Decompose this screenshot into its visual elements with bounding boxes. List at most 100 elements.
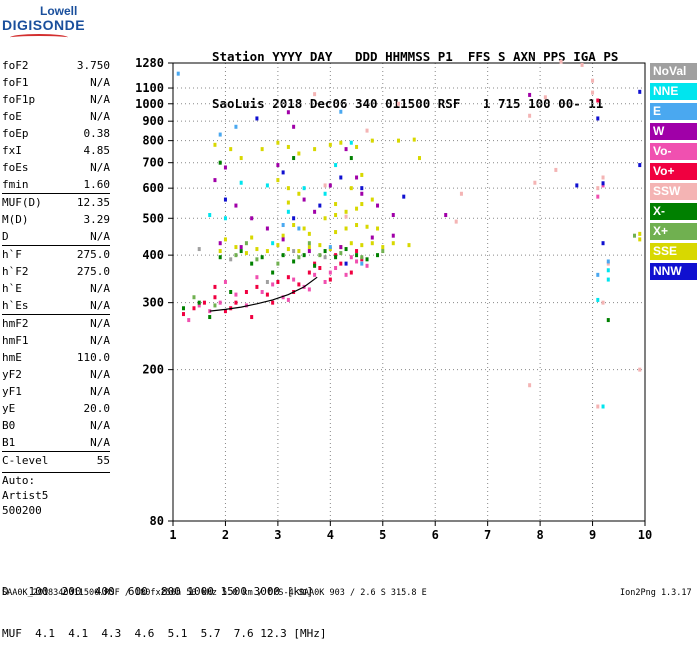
echo-point — [313, 272, 317, 277]
echo-point — [328, 270, 332, 275]
software-version: Ion2Png 1.3.17 — [620, 588, 692, 598]
param-row: h`Es N/A — [2, 297, 110, 314]
echo-point — [286, 144, 290, 149]
param-row: foF2 3.750 — [2, 57, 110, 74]
echo-point — [255, 275, 259, 280]
echo-point — [218, 300, 222, 305]
y-tick-label: 300 — [142, 296, 164, 310]
y-tick-label: 700 — [142, 156, 164, 170]
param-value: N/A — [90, 334, 110, 347]
echo-point — [250, 315, 254, 320]
echo-point — [355, 144, 359, 149]
echo-point — [397, 101, 401, 106]
param-value: 4.85 — [83, 144, 111, 157]
echo-point — [218, 132, 222, 137]
param-name: hmF1 — [2, 334, 29, 347]
echo-point — [271, 270, 275, 275]
echo-point — [638, 367, 642, 372]
y-tick-label: 900 — [142, 114, 164, 128]
echo-point — [370, 197, 374, 202]
echo-point — [349, 140, 353, 145]
echo-point — [271, 282, 275, 287]
logo-line2: DIGISONDE — [2, 17, 86, 33]
param-name: foE — [2, 110, 22, 123]
echo-point — [349, 156, 353, 161]
echo-point — [239, 245, 243, 250]
param-value: N/A — [90, 76, 110, 89]
echo-point — [638, 163, 642, 168]
param-value: 55 — [96, 454, 110, 467]
legend-item: W — [650, 123, 697, 140]
echo-point — [292, 124, 296, 129]
echo-point — [260, 290, 264, 294]
echo-point — [596, 272, 600, 277]
echo-point — [606, 268, 610, 273]
echo-point — [528, 113, 532, 118]
echo-point — [344, 147, 348, 152]
panel-divider — [2, 472, 110, 473]
echo-point — [528, 92, 532, 97]
param-value: N/A — [90, 385, 110, 398]
echo-point — [318, 253, 322, 258]
echo-point — [596, 98, 600, 103]
echo-point — [559, 59, 563, 64]
echo-point — [192, 295, 196, 300]
echo-point — [355, 249, 359, 254]
echo-point — [239, 156, 243, 161]
echo-point — [271, 300, 275, 305]
echo-point — [543, 95, 547, 100]
echo-point — [265, 226, 269, 231]
echo-point — [213, 142, 217, 147]
param-value: 3.29 — [83, 213, 111, 226]
param-row: yE 20.0 — [2, 400, 110, 417]
echo-point — [355, 223, 359, 228]
param-row: yF1 N/A — [2, 383, 110, 400]
echo-point — [596, 116, 600, 121]
echo-point — [302, 186, 306, 191]
param-row: M(D) 3.29 — [2, 211, 110, 228]
echo-point — [239, 180, 243, 185]
echo-point — [281, 170, 285, 175]
echo-point — [533, 180, 537, 185]
echo-point — [638, 237, 642, 242]
echo-point — [344, 214, 348, 219]
echo-point — [344, 209, 348, 214]
echo-point — [234, 300, 238, 305]
echo-point — [323, 191, 327, 196]
echo-point — [391, 233, 395, 238]
echo-point — [601, 300, 605, 305]
echo-point — [234, 203, 238, 208]
param-row: h`E N/A — [2, 280, 110, 297]
param-row: MUF(D) 12.35 — [2, 193, 110, 211]
param-row: D N/A — [2, 228, 110, 245]
param-name: D — [2, 230, 9, 243]
param-row: hmF2 N/A — [2, 314, 110, 332]
plot-frame — [172, 62, 646, 522]
echo-point — [328, 183, 332, 188]
echo-point — [286, 209, 290, 214]
param-row: foF1 N/A — [2, 74, 110, 91]
echo-point — [286, 247, 290, 252]
param-name: MUF(D) — [2, 196, 42, 209]
param-row: fmin 1.60 — [2, 176, 110, 193]
echo-point — [223, 237, 227, 242]
echo-point — [575, 183, 579, 188]
echo-point — [181, 312, 185, 317]
echo-point — [297, 255, 301, 260]
echo-point — [638, 89, 642, 94]
x-tick-label: 5 — [379, 528, 386, 542]
x-tick-label: 9 — [589, 528, 596, 542]
echo-point — [286, 110, 290, 115]
echo-point — [313, 263, 317, 268]
echo-point — [601, 175, 605, 180]
echo-point — [355, 253, 359, 258]
echo-point — [323, 183, 327, 188]
param-name: hmF2 — [2, 317, 29, 330]
echo-point — [360, 172, 364, 177]
echo-point — [265, 249, 269, 254]
polarization-legend: NoVal NNE E W Vo- Vo+ SSW X- X+ SSE NNW — [650, 63, 697, 283]
echo-point — [606, 318, 610, 323]
echo-point — [318, 203, 322, 208]
echo-point — [276, 279, 280, 284]
param-name: B1 — [2, 436, 16, 449]
